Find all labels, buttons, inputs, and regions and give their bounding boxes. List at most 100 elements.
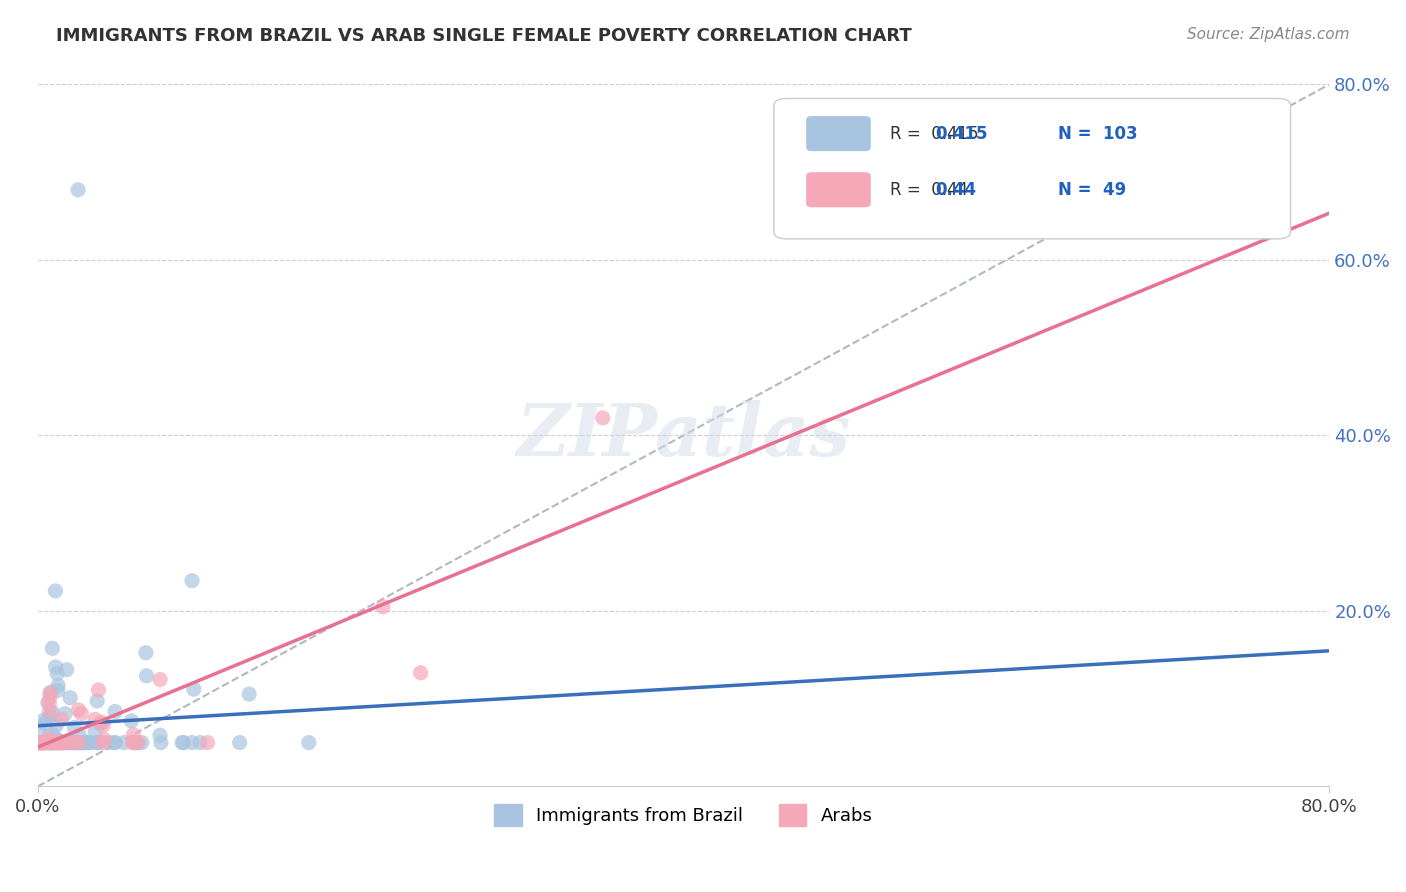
Arabs [67,736,90,750]
Immigrants from Brazil [39,685,62,699]
Arabs [32,736,55,750]
Immigrants from Brazil [31,736,53,750]
Immigrants from Brazil [28,722,51,736]
Immigrants from Brazil [149,728,172,742]
Arabs [32,736,55,750]
Text: ZIPatlas: ZIPatlas [516,400,851,471]
Immigrants from Brazil [104,705,127,719]
Immigrants from Brazil [149,736,172,750]
Arabs [121,736,143,750]
Arabs [38,697,60,711]
Immigrants from Brazil [38,736,60,750]
Arabs [31,736,53,750]
Immigrants from Brazil [73,736,96,750]
Immigrants from Brazil [28,736,51,750]
Arabs [122,728,145,742]
Immigrants from Brazil [67,728,90,742]
Arabs [32,736,55,750]
Immigrants from Brazil [27,736,49,750]
Arabs [41,736,63,750]
Immigrants from Brazil [38,736,60,750]
Immigrants from Brazil [104,736,127,750]
Immigrants from Brazil [38,736,60,750]
Immigrants from Brazil [69,736,91,750]
Immigrants from Brazil [70,736,93,750]
FancyBboxPatch shape [773,98,1291,239]
Text: Source: ZipAtlas.com: Source: ZipAtlas.com [1187,27,1350,42]
Immigrants from Brazil [48,736,70,750]
Immigrants from Brazil [55,663,77,677]
Immigrants from Brazil [112,736,135,750]
Arabs [49,736,72,750]
Immigrants from Brazil [30,736,52,750]
Immigrants from Brazil [34,716,56,731]
Immigrants from Brazil [34,736,56,750]
Immigrants from Brazil [62,736,84,750]
Immigrants from Brazil [37,736,59,750]
Arabs [38,736,60,750]
Immigrants from Brazil [42,736,65,750]
Immigrants from Brazil [79,736,101,750]
Immigrants from Brazil [41,641,63,656]
Arabs [31,736,53,750]
Immigrants from Brazil [180,736,202,750]
Immigrants from Brazil [38,709,60,723]
Immigrants from Brazil [135,646,157,660]
Text: 0.415: 0.415 [935,125,988,143]
Immigrants from Brazil [41,706,63,720]
Immigrants from Brazil [89,717,111,731]
Text: N =  49: N = 49 [1059,181,1126,199]
Immigrants from Brazil [46,678,69,692]
Immigrants from Brazil [52,736,75,750]
Arabs [38,731,60,746]
Arabs [49,736,72,750]
Immigrants from Brazil [35,736,58,750]
Immigrants from Brazil [67,183,90,197]
Arabs [39,690,62,705]
FancyBboxPatch shape [806,172,870,207]
Text: N =  103: N = 103 [1059,125,1137,143]
Immigrants from Brazil [44,736,66,750]
Immigrants from Brazil [45,660,67,674]
Immigrants from Brazil [48,736,70,750]
Immigrants from Brazil [27,736,49,750]
Immigrants from Brazil [86,736,108,750]
Immigrants from Brazil [52,736,75,750]
Immigrants from Brazil [63,736,86,750]
Immigrants from Brazil [41,736,63,750]
Arabs [56,736,79,750]
Immigrants from Brazil [87,736,110,750]
Immigrants from Brazil [66,736,89,750]
Arabs [39,736,62,750]
Immigrants from Brazil [49,736,72,750]
Immigrants from Brazil [135,669,157,683]
Arabs [35,736,58,750]
Arabs [28,736,51,750]
Immigrants from Brazil [46,736,69,750]
Immigrants from Brazil [173,736,195,750]
Immigrants from Brazil [46,736,69,750]
Immigrants from Brazil [127,736,149,750]
Arabs [90,715,112,730]
Arabs [93,732,115,747]
Immigrants from Brazil [181,574,204,588]
Arabs [127,736,149,750]
Arabs [51,713,73,727]
Immigrants from Brazil [60,736,83,750]
Immigrants from Brazil [131,736,153,750]
Immigrants from Brazil [42,736,65,750]
Arabs [28,736,51,750]
Immigrants from Brazil [44,736,66,750]
Immigrants from Brazil [49,736,72,750]
Immigrants from Brazil [32,736,55,750]
Immigrants from Brazil [51,736,73,750]
Immigrants from Brazil [58,736,80,750]
Arabs [28,736,51,750]
Arabs [28,736,51,750]
Arabs [91,718,114,732]
Immigrants from Brazil [103,736,125,750]
Arabs [65,736,87,750]
Immigrants from Brazil [38,729,60,743]
Immigrants from Brazil [120,714,142,728]
Arabs [44,736,66,750]
